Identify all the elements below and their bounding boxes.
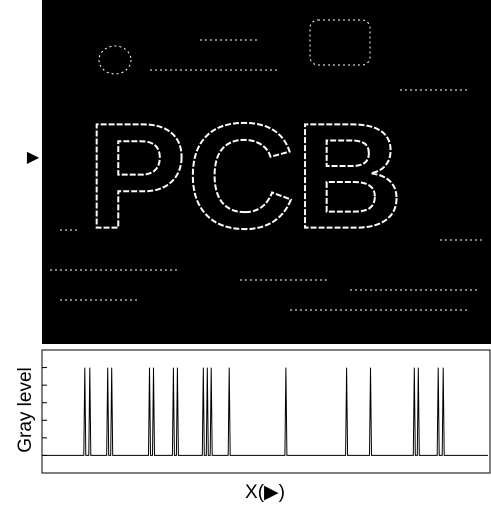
plot-frame xyxy=(42,350,490,473)
image-text: PCB xyxy=(87,92,404,260)
figure: PCB ▶ Gray level X(▶) xyxy=(0,0,491,511)
x-axis-label: X(▶) xyxy=(245,482,285,503)
row-marker: ▶ xyxy=(27,149,40,166)
y-axis-label: Gray level xyxy=(15,367,36,453)
